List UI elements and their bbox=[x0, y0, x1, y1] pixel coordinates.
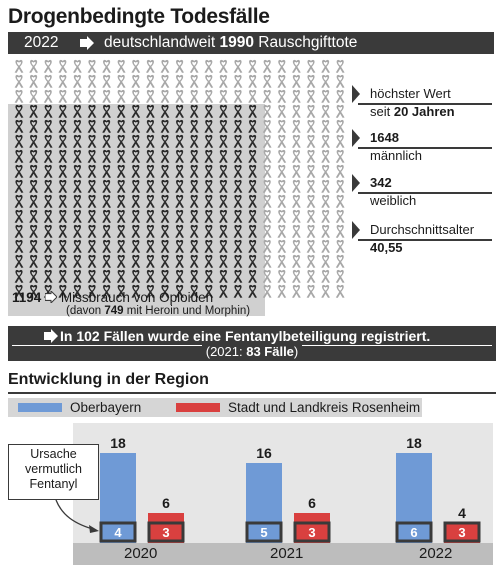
fentanyl-box bbox=[443, 521, 481, 543]
fentanyl-value: 3 bbox=[162, 525, 169, 540]
arrow-right-icon bbox=[352, 129, 360, 147]
value-label: 6 bbox=[162, 495, 170, 511]
arrow-right-icon bbox=[352, 221, 360, 239]
fentanyl-box bbox=[293, 521, 331, 543]
legend-swatch-rosenheim bbox=[176, 403, 220, 412]
fentanyl-value: 5 bbox=[260, 525, 267, 540]
bar-oberbayern-2022 bbox=[396, 453, 432, 543]
bar-rosenheim-2020 bbox=[148, 513, 184, 543]
arrow-right-icon bbox=[44, 289, 58, 305]
fentanyl-callout: Ursache vermutlich Fentanyl bbox=[8, 444, 99, 500]
legend-label-rosenheim: Stadt und Landkreis Rosenheim bbox=[228, 400, 421, 415]
chart-legend: Oberbayern Stadt und Landkreis Rosenheim bbox=[8, 398, 422, 417]
callout-arrowhead-icon bbox=[89, 525, 99, 533]
callout-pointer bbox=[55, 499, 97, 531]
bar-rosenheim-2021 bbox=[294, 513, 330, 543]
region-title: Entwicklung in der Region bbox=[8, 371, 209, 388]
value-label: 18 bbox=[406, 435, 422, 451]
page-title: Drogenbedingte Todesfälle bbox=[8, 5, 270, 28]
x-axis-bar bbox=[73, 543, 493, 565]
x-tick-2022: 2022 bbox=[419, 545, 453, 562]
bar-oberbayern-2021 bbox=[246, 463, 282, 543]
divider bbox=[8, 392, 496, 394]
headline-year: 2022 bbox=[24, 34, 59, 51]
x-tick-2021: 2021 bbox=[270, 545, 304, 562]
x-tick-2020: 2020 bbox=[124, 545, 158, 562]
arrow-right-icon bbox=[352, 85, 360, 103]
fentanyl-value: 3 bbox=[308, 525, 315, 540]
arrow-right-icon bbox=[44, 329, 58, 348]
fentanyl-value: 3 bbox=[458, 525, 465, 540]
fentanyl-box bbox=[395, 521, 433, 543]
fentanyl-value: 4 bbox=[114, 525, 122, 540]
opioid-sublabel: (davon 749 mit Heroin und Morphin) bbox=[66, 305, 251, 317]
legend-label-oberbayern: Oberbayern bbox=[70, 400, 142, 415]
value-label: 16 bbox=[256, 445, 272, 461]
bar-rosenheim-2022 bbox=[444, 523, 480, 543]
value-label: 18 bbox=[110, 435, 126, 451]
fentanyl-box bbox=[245, 521, 283, 543]
fentanyl-value: 6 bbox=[410, 525, 417, 540]
fentanyl-banner: In 102 Fällen wurde eine Fentanylbeteili… bbox=[8, 326, 496, 361]
headline-bar: 2022 deutschlandweit 1990 Rauschgifttote bbox=[8, 32, 494, 54]
fentanyl-box bbox=[147, 521, 185, 543]
value-label: 6 bbox=[308, 495, 316, 511]
fentanyl-box bbox=[99, 521, 137, 543]
bar-oberbayern-2020 bbox=[100, 453, 136, 543]
arrow-right-icon bbox=[80, 36, 94, 55]
headline-text: deutschlandweit 1990 Rauschgifttote bbox=[104, 34, 358, 51]
arrow-right-icon bbox=[352, 174, 360, 192]
value-label: 4 bbox=[458, 505, 466, 521]
legend-swatch-oberbayern bbox=[18, 403, 62, 412]
opioid-label: 1194 Missbrauch von Opioiden bbox=[12, 289, 214, 305]
